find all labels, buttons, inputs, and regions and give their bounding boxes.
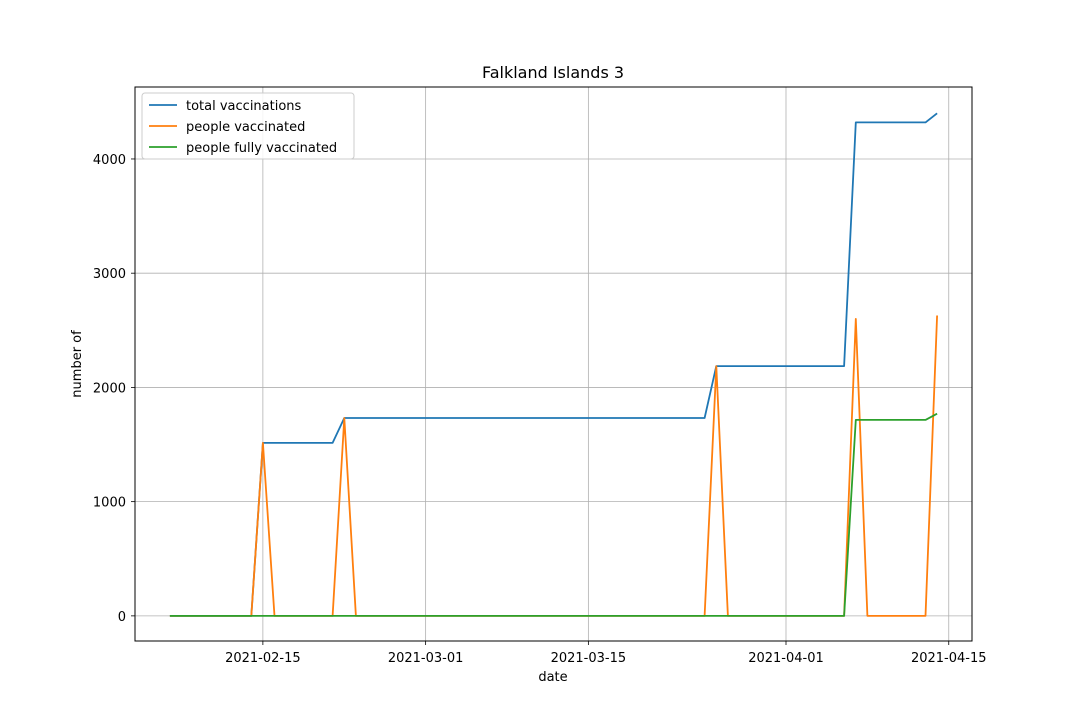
legend-label: total vaccinations (186, 99, 302, 114)
x-tick-label: 2021-03-15 (551, 651, 627, 666)
plot-lines (169, 112, 938, 617)
y-tick-label: 3000 (93, 267, 126, 282)
axes-frame (134, 86, 973, 642)
x-tick-label: 2021-02-15 (225, 651, 301, 666)
x-tick-label: 2021-04-01 (748, 651, 824, 666)
legend-label: people fully vaccinated (186, 141, 337, 156)
y-tick-label: 2000 (93, 381, 126, 396)
series-line-people-fully-vaccinated (169, 412, 938, 617)
legend-box (141, 92, 355, 160)
y-tick-label: 1000 (93, 496, 126, 511)
chart-title: Falkland Islands 3 (482, 63, 624, 82)
y-axis-label: number of (70, 330, 85, 398)
legend: total vaccinations people vaccinated peopl… (141, 92, 355, 160)
y-tick-label: 4000 (93, 153, 126, 168)
x-tick-label: 2021-03-01 (388, 651, 464, 666)
x-tick-label: 2021-04-15 (911, 651, 987, 666)
y-tick-label: 0 (118, 610, 126, 625)
y-axis-ticks: 0 1000 2000 3000 4000 (93, 153, 135, 625)
legend-label: people vaccinated (186, 120, 305, 135)
x-axis-label: date (538, 670, 567, 685)
x-axis-ticks: 2021-02-15 2021-03-01 2021-03-15 2021-04-01… (225, 641, 987, 666)
